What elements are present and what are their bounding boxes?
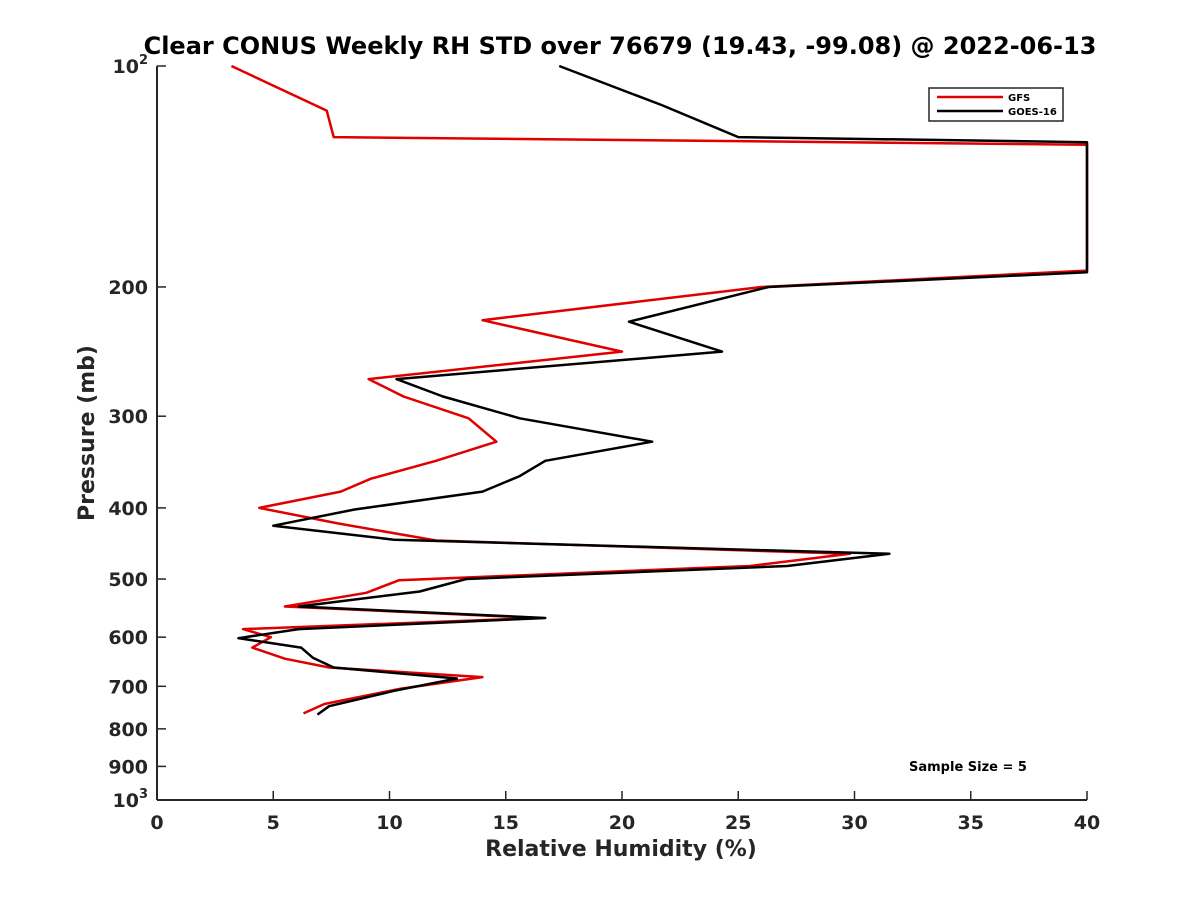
y-ticks: 102 200 300 400 500 600 700 800 900 103 [108,53,166,812]
x-tick-label: 35 [958,812,984,834]
x-tick-label: 40 [1074,812,1100,834]
x-tick-label: 20 [609,812,635,834]
series-line-gfs [230,64,1089,715]
x-tick-label: 25 [725,812,751,834]
x-ticks: 0 5 10 15 20 25 30 35 40 [150,791,1100,834]
x-tick-label: 0 [150,812,163,834]
y-tick-label: 700 [108,676,148,698]
y-tick-label: 800 [108,719,148,741]
y-axis-label: Pressure (mb) [75,345,100,521]
x-tick-label: 15 [493,812,519,834]
series-layer [230,64,1089,716]
x-tick-label: 5 [267,812,280,834]
y-tick-label: 500 [108,569,148,591]
x-axis-label: Relative Humidity (%) [485,837,757,862]
y-tick-label: 400 [108,498,148,520]
series-line-goes16 [237,64,1089,716]
x-tick-label: 10 [376,812,402,834]
y-tick-label: 103 [113,787,149,812]
y-tick-label: 102 [113,53,149,78]
y-tick-label: 900 [108,756,148,778]
x-tick-label: 30 [841,812,867,834]
legend-box [928,87,1064,122]
sample-size-annotation: Sample Size = 5 [909,760,1027,775]
y-tick-label: 300 [108,406,148,428]
legend-label-gfs: GFS [1008,93,1030,104]
legend: GFS GOES-16 [928,87,1064,122]
chart-title: Clear CONUS Weekly RH STD over 76679 (19… [144,32,1097,60]
y-tick-label: 200 [108,277,148,299]
legend-label-goes16: GOES-16 [1008,107,1057,118]
y-tick-label: 600 [108,627,148,649]
